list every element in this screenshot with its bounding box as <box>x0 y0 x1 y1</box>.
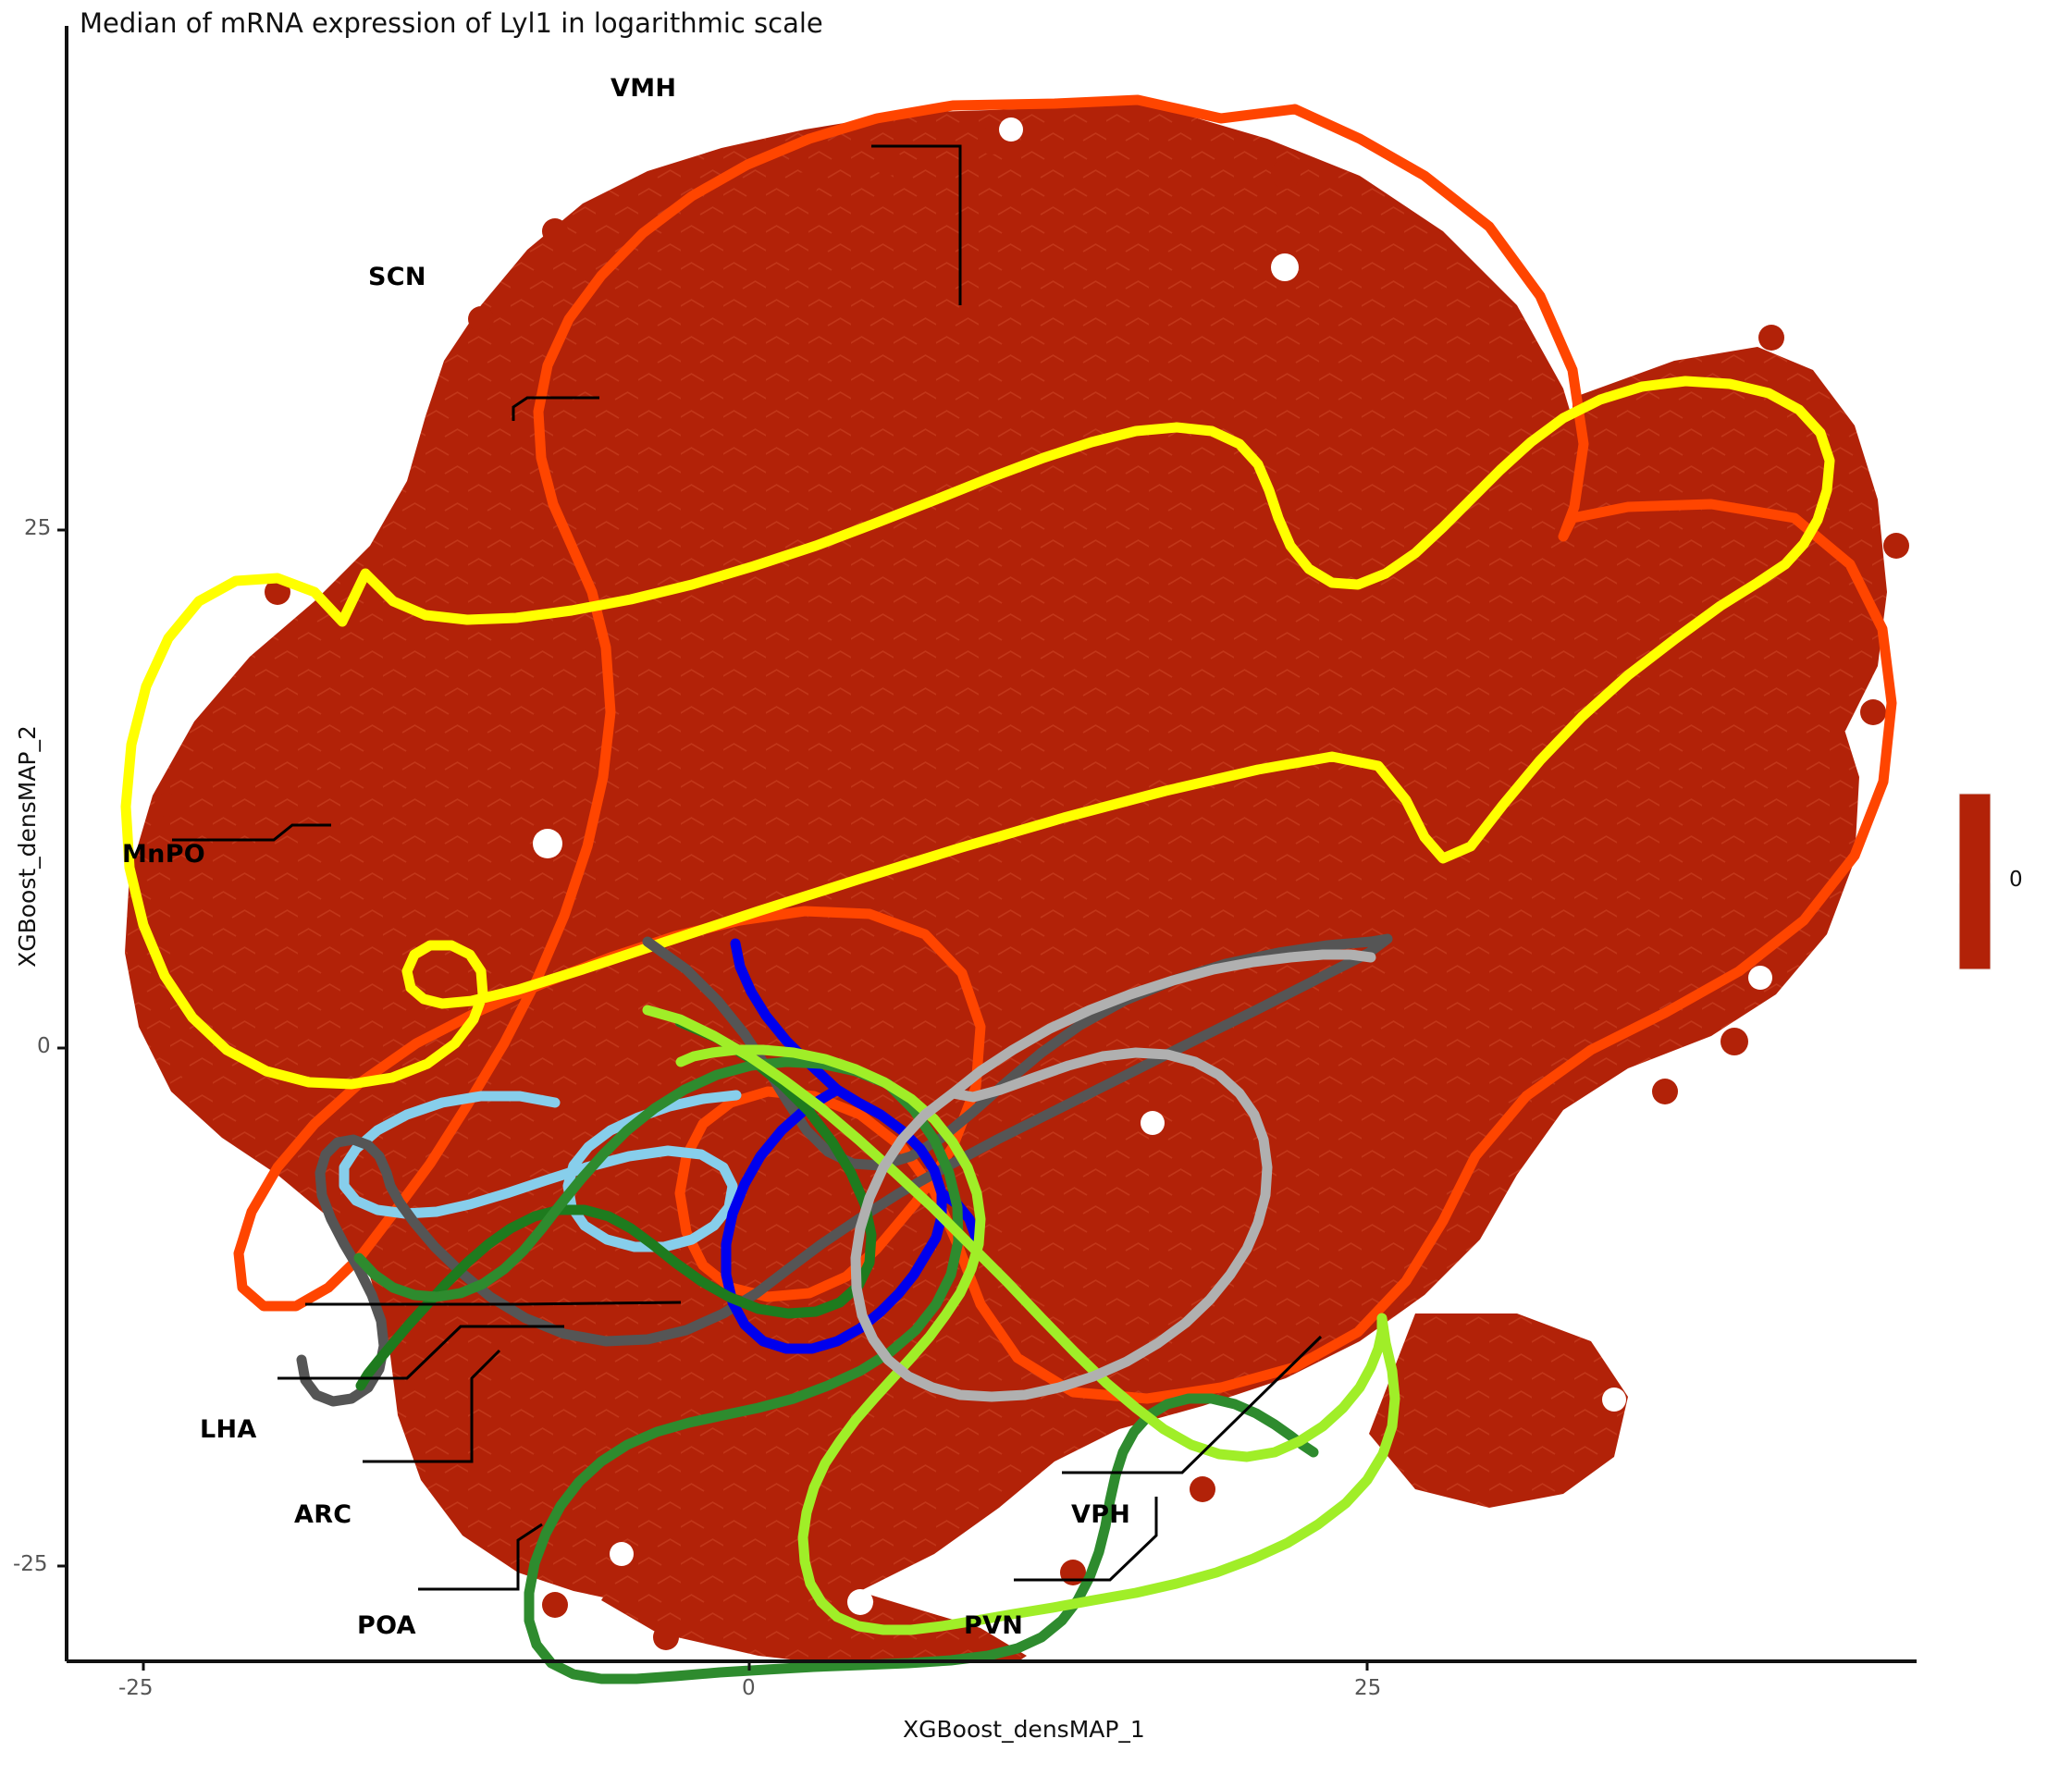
leader-scn <box>512 396 599 421</box>
region-label-vmh: VMH <box>610 74 677 103</box>
x-axis-label: XGBoost_densMAP_1 <box>903 1716 1145 1743</box>
region-outline-vmh <box>233 94 1897 1404</box>
leader-poa <box>418 1523 543 1591</box>
y-tick-25: 25 <box>24 516 52 540</box>
y-tick-neg25: -25 <box>13 1552 48 1576</box>
leader-arc <box>363 1349 501 1463</box>
colorbar-tick-0: 0 <box>2009 868 2023 892</box>
axis-ticks <box>57 528 1369 1671</box>
page-title: Median of mRNA expression of Lyl1 in log… <box>80 7 823 39</box>
region-label-scn: SCN <box>368 263 426 291</box>
region-label-lha: LHA <box>200 1415 257 1444</box>
leader-vph <box>1062 1335 1323 1474</box>
leader-vmh <box>871 144 962 305</box>
region-label-pvn: PVN <box>964 1611 1024 1640</box>
leader-pvn <box>1014 1497 1158 1582</box>
region-outline-pvn <box>642 1005 1400 1635</box>
axis-spines <box>65 26 1917 1663</box>
leader-lha <box>278 1325 564 1380</box>
region-label-arc: ARC <box>294 1500 352 1529</box>
leader-lines <box>172 144 1323 1591</box>
region-outline-scn <box>120 376 1835 1090</box>
region-outline-lha <box>296 933 1393 1407</box>
region-label-mnpo: MnPO <box>122 840 206 869</box>
hexbin-layer <box>125 104 1909 1661</box>
y-axis-label: XGBoost_densMAP_2 <box>14 725 41 968</box>
region-label-vph: VPH <box>1071 1500 1131 1529</box>
y-tick-0: 0 <box>37 1034 51 1058</box>
leader-mnpo <box>172 823 331 842</box>
region-label-poa: POA <box>357 1611 416 1640</box>
x-tick-0: 0 <box>742 1676 756 1700</box>
region-outline-vph <box>850 949 1376 1402</box>
colorbar <box>1950 793 2000 970</box>
x-tick-neg25: -25 <box>118 1676 154 1700</box>
region-outline-mnpo <box>339 1090 742 1252</box>
x-tick-25: 25 <box>1354 1676 1382 1700</box>
leader-arc-extra <box>305 1301 682 1306</box>
